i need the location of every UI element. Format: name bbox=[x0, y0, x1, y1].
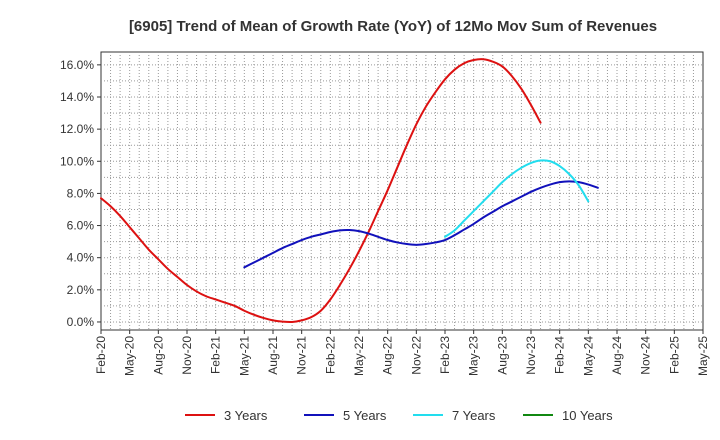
x-tick-label: Feb-25 bbox=[667, 336, 681, 374]
x-tick-label: May-23 bbox=[467, 336, 481, 376]
chart-title: [6905] Trend of Mean of Growth Rate (YoY… bbox=[129, 18, 657, 35]
x-tick-label: Aug-20 bbox=[151, 336, 165, 375]
x-tick-label: Nov-20 bbox=[180, 336, 194, 375]
y-tick-label: 4.0% bbox=[67, 251, 95, 265]
y-axis: 0.0% 2.0% 4.0% 6.0% 8.0% 10.0% 12.0% 14.0% 16.0% bbox=[60, 58, 101, 329]
series-line-5-years bbox=[243, 180, 599, 269]
x-tick-label: Aug-22 bbox=[381, 336, 395, 375]
y-tick-label: 8.0% bbox=[67, 186, 95, 200]
legend-label-10-years: 10 Years bbox=[562, 408, 613, 423]
x-tick-label: Feb-22 bbox=[323, 336, 337, 374]
x-tick-label: Nov-23 bbox=[524, 336, 538, 375]
y-tick-label: 16.0% bbox=[60, 58, 94, 72]
x-tick-label: Nov-24 bbox=[639, 336, 653, 375]
x-tick-label: May-25 bbox=[696, 336, 710, 376]
x-tick-label: Feb-20 bbox=[94, 336, 108, 374]
x-tick-label: Nov-22 bbox=[409, 336, 423, 375]
legend-label-7-years: 7 Years bbox=[452, 408, 496, 423]
x-tick-label: Feb-21 bbox=[209, 336, 223, 374]
x-tick-label: May-21 bbox=[237, 336, 251, 376]
y-tick-label: 6.0% bbox=[67, 219, 95, 233]
x-tick-label: Aug-23 bbox=[495, 336, 509, 375]
x-tick-label: Feb-24 bbox=[553, 336, 567, 374]
series-line-3-years bbox=[100, 58, 542, 324]
x-tick-label: Feb-23 bbox=[438, 336, 452, 374]
series-line-7-years bbox=[444, 159, 590, 238]
plot-area bbox=[100, 51, 704, 331]
x-axis: Feb-20 May-20 Aug-20 Nov-20 Feb-21 May-21 Aug-… bbox=[94, 330, 710, 376]
x-tick-label: Aug-24 bbox=[610, 336, 624, 375]
legend: 3 Years 5 Years 7 Years 10 Years bbox=[185, 408, 613, 423]
y-tick-label: 12.0% bbox=[60, 122, 94, 136]
x-tick-label: Nov-21 bbox=[295, 336, 309, 375]
y-tick-label: 0.0% bbox=[67, 315, 95, 329]
x-tick-label: May-20 bbox=[123, 336, 137, 376]
y-tick-label: 2.0% bbox=[67, 283, 95, 297]
x-tick-label: May-22 bbox=[352, 336, 366, 376]
x-tick-label: Aug-21 bbox=[266, 336, 280, 375]
y-tick-label: 14.0% bbox=[60, 90, 94, 104]
y-tick-label: 10.0% bbox=[60, 154, 94, 168]
x-tick-label: May-24 bbox=[581, 336, 595, 376]
legend-label-5-years: 5 Years bbox=[343, 408, 387, 423]
series-lines bbox=[100, 58, 599, 324]
legend-label-3-years: 3 Years bbox=[224, 408, 268, 423]
grid-lines bbox=[101, 52, 703, 330]
